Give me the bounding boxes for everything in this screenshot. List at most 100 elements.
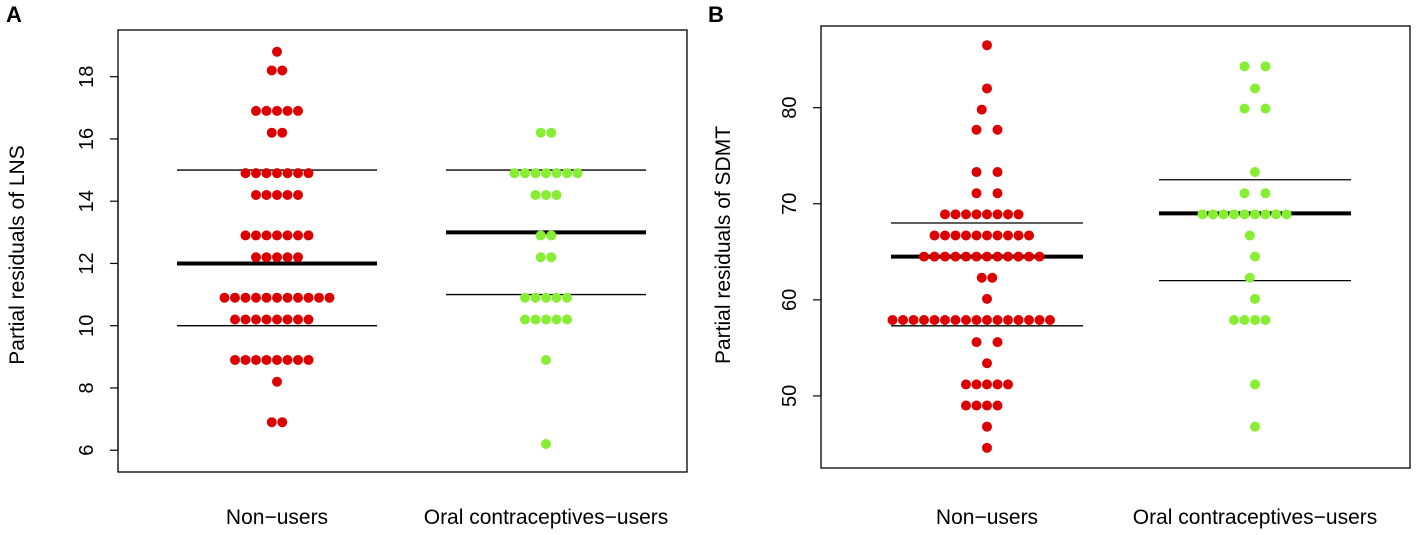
panel-a-series-0-point [251, 354, 261, 365]
panel-b-series-0-point [992, 209, 1003, 220]
panel-b-series-0-point [992, 124, 1003, 135]
panel-a-series-1-point [562, 168, 572, 179]
panel-b-series-1-point [1229, 315, 1239, 326]
panel-a-series-0-point [282, 168, 293, 179]
panel-b-series-1-point [1260, 188, 1271, 199]
panel-b-series-1-point [1250, 83, 1260, 94]
panel-a-series-1-point [551, 168, 562, 179]
panel-b-y-axis: 50 60 70 80 [779, 97, 822, 407]
panel-b-series-1-point [1250, 379, 1260, 390]
panel-a-series-0-point [272, 189, 282, 200]
panel-b-series-0-point [971, 400, 982, 411]
panel-a-series-0-point [230, 314, 240, 325]
panel-a-y-tick-label: 16 [76, 128, 98, 150]
panel-b-y-axis-label: Partial residuals of SDMT [712, 126, 735, 364]
panel-b-series-0-point [961, 315, 971, 326]
panel-b-series-0-point [919, 315, 929, 326]
panel-a-series-0-point [272, 292, 282, 303]
panel-a-series-1-point [541, 354, 551, 365]
panel-b-series-1-point [1271, 209, 1281, 220]
panel-b-series-0-point [961, 230, 971, 241]
panel-b-series-0-point [950, 251, 961, 262]
panel-a-series-1-point [562, 292, 572, 303]
panel-b-series-0-point [1024, 251, 1034, 262]
panel-a-series-0-point [261, 354, 272, 365]
panel-a-y-axis-label: Partial residuals of LNS [6, 145, 29, 364]
panel-b-series-1-point [1260, 315, 1271, 326]
panel-a-series-0-point [282, 354, 293, 365]
panel-b-series-0-point [1034, 315, 1045, 326]
panel-a-series-0-point [261, 230, 272, 241]
panel-a-y-axis: 6 8 10 12 14 16 18 [76, 66, 119, 456]
panel-a-series-0-point [266, 127, 277, 138]
panel-b-series-1-point [1250, 293, 1260, 304]
panel-a-series-0-point [293, 168, 303, 179]
panel-a-series-0-point [293, 252, 303, 263]
panel-a-series-1-point [551, 292, 562, 303]
panel-a-series-0-point [293, 105, 303, 116]
panel-a-series-1-point [535, 127, 546, 138]
panel-a-series-1-point [520, 168, 530, 179]
panel-b-series-0-point [1013, 315, 1024, 326]
panel-b-series-1-point [1239, 188, 1250, 199]
panel-b-series-0-point [1013, 251, 1024, 262]
panel-b-y-tick-label: 60 [779, 289, 801, 311]
panel-a-series-0-point [303, 314, 314, 325]
panel-a-series-0-point [272, 252, 282, 263]
panel-b-series-0-point [1003, 230, 1013, 241]
panel-b-series-0-point [971, 315, 982, 326]
panel-a-series-0-point [303, 354, 314, 365]
panel-b-series-1-point [1239, 103, 1250, 114]
panel-b-y-tick-label: 50 [779, 385, 801, 407]
panel-b-series-1-point [1244, 272, 1255, 283]
panel-a-series-0-point [282, 314, 293, 325]
panel-b-series-0-point [929, 315, 940, 326]
panel-a-series-0-point [251, 230, 261, 241]
panel-a-series-1-point [530, 314, 541, 325]
panel-b-series-1-point [1208, 209, 1218, 220]
panel-a-series-0-point [303, 168, 314, 179]
panel-b-series-0-point [992, 315, 1003, 326]
panel-b-series-0-point [992, 379, 1003, 390]
panel-b-series-0-point [976, 104, 987, 115]
panel-a-series-1-point [530, 292, 541, 303]
panel-b-series-0-point [971, 251, 982, 262]
panel-b-series-0-point [950, 315, 961, 326]
panel-b-series-1-point [1239, 315, 1250, 326]
panel-a-series-0-point [272, 376, 282, 387]
panel-a-series-0-point [240, 292, 251, 303]
panel-a-series-0-point [303, 230, 314, 241]
panel-b-series-0-point [982, 400, 992, 411]
panel-b-series-0-point [950, 230, 961, 241]
panel-b-series-1-point [1281, 209, 1292, 220]
panel-a-series-0-point [277, 65, 288, 76]
panel-a-series-0-point [277, 417, 288, 428]
panel-b-series-0-point [1024, 230, 1034, 241]
panel-a-series-0-point [240, 354, 251, 365]
panel-b-series-0-point [982, 442, 992, 453]
panel-a-series-0-point [282, 105, 293, 116]
panel-b-series-0-point [982, 358, 992, 369]
panel-a-series-0-point [293, 314, 303, 325]
panel-b-series-0-point [992, 251, 1003, 262]
panel-b-series-0-point [961, 379, 971, 390]
panel-a-series-0-point [251, 189, 261, 200]
panel-b-series-0-point [992, 167, 1003, 178]
panel-b-series-0-point [898, 315, 908, 326]
panel-b-series-1-point [1250, 209, 1260, 220]
panel-a-series-0-point [251, 292, 261, 303]
panel-a-series-1-point [535, 230, 546, 241]
panel-b-series-0-point [961, 400, 971, 411]
panel-b-series-0-point [982, 293, 992, 304]
panel-a-series-0-point [314, 292, 324, 303]
panel-a-series-0-point [261, 314, 272, 325]
panel-b-series-0-point [971, 188, 982, 199]
panel-a-series-0-point [261, 252, 272, 263]
panel-b-series-1-point [1250, 315, 1260, 326]
panel-a-plot-frame [117, 29, 688, 473]
panel-b-series-1-point [1260, 209, 1271, 220]
panel-a-series-0-point [266, 417, 277, 428]
panel-a-y-tick-label: 10 [76, 315, 98, 337]
panel-a-series-1-point [546, 230, 557, 241]
panel-b-series-0-point [971, 124, 982, 135]
